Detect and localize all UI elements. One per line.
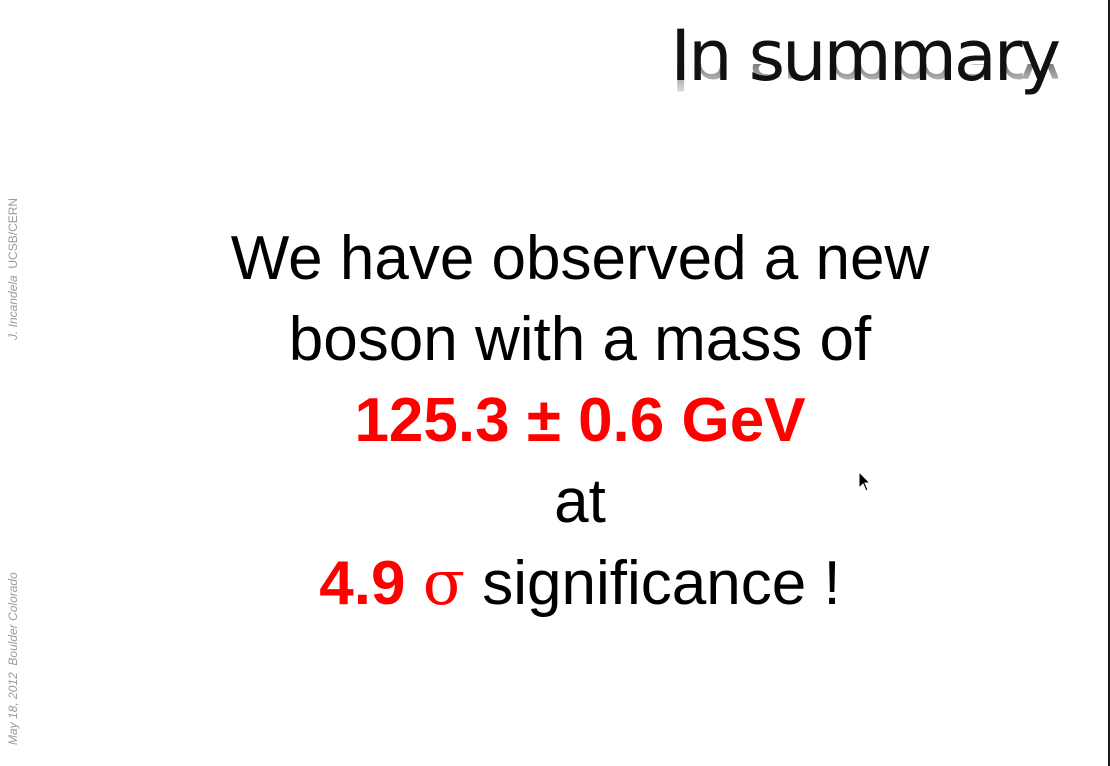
slide-body: We have observed a new boson with a mass… [130, 218, 1030, 624]
significance-value: 4.9 [319, 549, 406, 618]
significance-label: significance ! [482, 549, 841, 618]
slide-right-border [1108, 0, 1110, 766]
sigma-symbol: σ [422, 546, 466, 619]
body-line-2: boson with a mass of [288, 305, 872, 374]
sidebar-date-text: May 18, 2012 [6, 672, 20, 745]
body-line-1: We have observed a new [230, 224, 930, 293]
sidebar-date: May 18, 2012 Boulder Colorado [6, 572, 20, 745]
sidebar-author-name: J. Incandela [6, 275, 20, 340]
mouse-cursor-icon [858, 471, 872, 492]
slide-title-reflection: In summary [670, 64, 1058, 105]
slide-title-group: In summary In summary [670, 14, 1061, 106]
significance-line: 4.9 σ significance ! [130, 542, 1030, 624]
sidebar-location: Boulder Colorado [6, 572, 20, 666]
body-line-4: at [554, 467, 606, 536]
sidebar-affiliation: UCSB/CERN [6, 197, 20, 269]
slide-title: In summary [670, 15, 1061, 97]
sidebar-author: J. Incandela UCSB/CERN [6, 198, 20, 340]
mass-value: 125.3 ± 0.6 GeV [354, 386, 806, 455]
